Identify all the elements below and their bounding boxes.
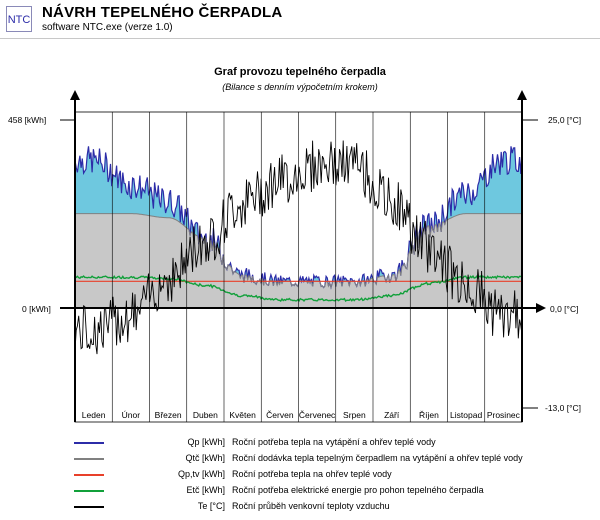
legend-swatch [74,442,104,444]
logo-text: NTC [8,14,31,26]
header-divider [0,38,600,39]
month-label: Březen [155,410,182,420]
legend-series-name: Qtč [kWh] [185,453,225,463]
zero-axis-arrow [536,303,546,313]
legend-series-name: Etč [kWh] [186,485,225,495]
legend-swatch [74,458,104,460]
month-label: Leden [82,410,106,420]
month-label: Červen [266,410,294,420]
legend-series-name: Te [°C] [197,501,225,511]
month-label: Září [384,410,400,420]
month-label: Duben [193,410,218,420]
legend-description: Roční potřeba tepla na ohřev teplé vody [232,469,392,479]
legend-item: Qp,tv [kWh] Roční potřeba tepla na ohřev … [70,468,590,484]
month-label: Únor [122,410,141,420]
month-label: Prosinec [487,410,521,420]
legend: Qp [kWh] Roční potřeba tepla na vytápění … [70,436,590,516]
legend-item: Te [°C] Roční průběh venkovní teploty vzd… [70,500,590,516]
month-label: Říjen [419,410,439,420]
legend-description: Roční potřeba elektrické energie pro poh… [232,485,484,495]
legend-swatch [74,506,104,508]
app-title: NÁVRH TEPELNÉHO ČERPADLA [42,4,283,21]
legend-description: Roční dodávka tepla tepelným čerpadlem n… [232,453,523,463]
chart-title: Graf provozu tepelného čerpadla [214,66,386,78]
chart-subtitle: (Bilance s denním výpočetním krokem) [222,82,378,92]
left-axis-top-label: 458 [kWh] [8,115,46,125]
ntc-logo: NTC [6,6,32,32]
right-axis-top-label: 25,0 [°C] [548,115,581,125]
left-axis-zero-label: 0 [kWh] [22,304,51,314]
left-axis-arrow [70,90,80,100]
heat-pump-chart: 458 [kWh] 0 [kWh] 25,0 [°C] 0,0 [°C] -13… [8,90,581,423]
legend-item: Qp [kWh] Roční potřeba tepla na vytápění … [70,436,590,452]
month-label: Červenec [299,410,336,420]
month-label: Listopad [450,410,482,420]
legend-description: Roční potřeba tepla na vytápění a ohřev … [232,437,436,447]
right-axis-zero-label: 0,0 [°C] [550,304,578,314]
right-axis-arrow [517,90,527,100]
month-label: Květen [229,410,256,420]
legend-swatch [74,474,104,476]
app-header: NTC NÁVRH TEPELNÉHO ČERPADLA software NT… [0,0,600,38]
legend-item: Qtč [kWh] Roční dodávka tepla tepelným če… [70,452,590,468]
legend-description: Roční průběh venkovní teploty vzduchu [232,501,390,511]
legend-series-name: Qp,tv [kWh] [177,469,225,479]
right-axis-bottom-label: -13,0 [°C] [545,403,581,413]
axes [60,90,546,422]
legend-item: Etč [kWh] Roční potřeba elektrické energi… [70,484,590,500]
month-labels: Leden Únor Březen Duben Květen Červen Červenec… [82,410,521,420]
month-label: Srpen [343,410,366,420]
legend-series-name: Qp [kWh] [187,437,225,447]
legend-swatch [74,490,104,492]
app-subtitle: software NTC.exe (verze 1.0) [42,22,173,33]
